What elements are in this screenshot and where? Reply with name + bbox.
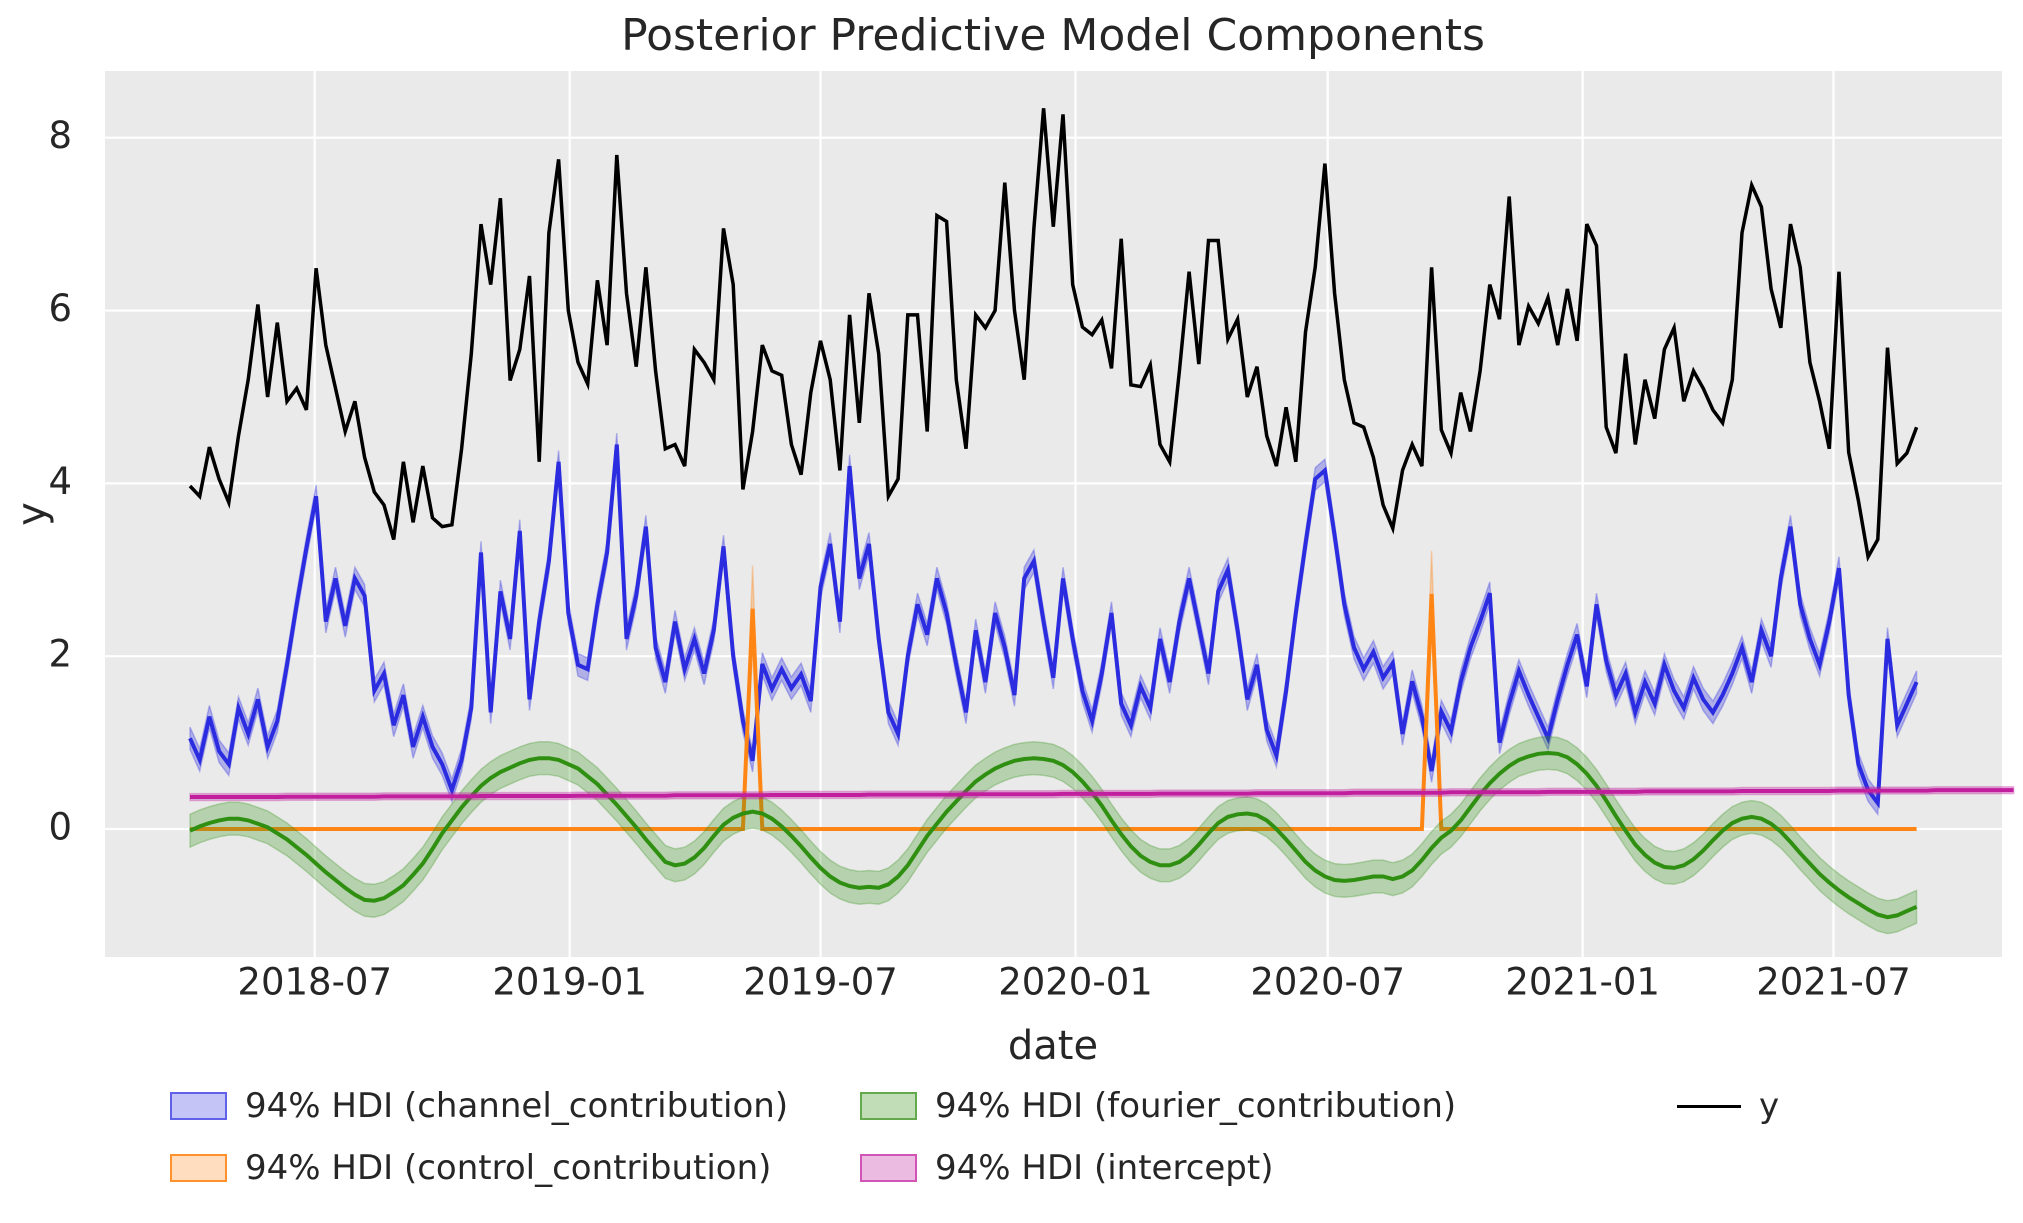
legend-label-intercept-hdi: 94% HDI (intercept) bbox=[935, 1148, 1274, 1188]
legend-label-y: y bbox=[1759, 1086, 1780, 1126]
channel-hdi-swatch bbox=[170, 1092, 227, 1120]
x-tick-label: 2021-07 bbox=[1756, 961, 1911, 1004]
x-tick-label: 2019-07 bbox=[743, 961, 898, 1004]
y-tick-label: 4 bbox=[48, 460, 72, 503]
legend-item-y: y bbox=[1677, 1086, 1779, 1126]
y-tick-label: 6 bbox=[48, 287, 72, 330]
legend-item-channel-hdi: 94% HDI (channel_contribution) bbox=[170, 1086, 788, 1126]
y-tick-label: 2 bbox=[48, 633, 72, 676]
x-tick-label: 2020-07 bbox=[1250, 961, 1405, 1004]
plot-area: 2018-07 2019-01 2019-07 2020-01 2020-07 2021-… bbox=[48, 71, 2015, 1004]
legend-label-control-hdi: 94% HDI (control_contribution) bbox=[245, 1148, 772, 1188]
series-line-y bbox=[188, 108, 1919, 562]
control-hdi-swatch bbox=[170, 1154, 227, 1182]
x-tick-label: 2019-01 bbox=[492, 961, 647, 1004]
legend-item-control-hdi: 94% HDI (control_contribution) bbox=[170, 1148, 771, 1188]
legend-label-fourier-hdi: 94% HDI (fourier_contribution) bbox=[935, 1086, 1457, 1126]
chart-title: Posterior Predictive Model Components bbox=[621, 10, 1485, 61]
series-line-channel_contribution bbox=[188, 444, 1919, 809]
x-axis-label: date bbox=[1008, 1023, 1098, 1069]
y-axis-label: y bbox=[9, 502, 55, 526]
legend-item-intercept-hdi: 94% HDI (intercept) bbox=[860, 1148, 1274, 1188]
legend-label-channel-hdi: 94% HDI (channel_contribution) bbox=[245, 1086, 789, 1126]
series-line-fourier_contribution bbox=[189, 750, 1918, 920]
legend-item-fourier-hdi: 94% HDI (fourier_contribution) bbox=[860, 1086, 1456, 1126]
y-line-swatch bbox=[1677, 1104, 1741, 1108]
series-line-control_contribution bbox=[190, 593, 1917, 831]
x-tick-label: 2018-07 bbox=[237, 961, 392, 1004]
y-tick-label: 8 bbox=[48, 114, 72, 157]
y-tick-label: 0 bbox=[48, 806, 72, 849]
x-tick-label: 2021-01 bbox=[1505, 961, 1660, 1004]
intercept-hdi-swatch bbox=[860, 1154, 917, 1182]
series-line-intercept bbox=[190, 788, 2014, 799]
fourier-hdi-swatch bbox=[860, 1092, 917, 1120]
x-tick-label: 2020-01 bbox=[998, 961, 1153, 1004]
